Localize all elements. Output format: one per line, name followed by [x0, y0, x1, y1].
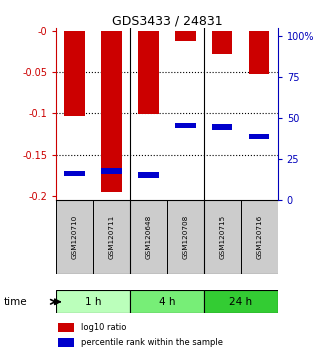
Text: 24 h: 24 h — [229, 297, 252, 307]
Bar — [56, 200, 93, 274]
Bar — [56, 290, 130, 313]
Bar — [138, 172, 159, 178]
Text: log10 ratio: log10 ratio — [81, 323, 126, 332]
Title: GDS3433 / 24831: GDS3433 / 24831 — [112, 14, 222, 27]
Bar — [204, 200, 241, 274]
Bar — [58, 323, 74, 332]
Bar — [212, 124, 232, 130]
Text: GSM120716: GSM120716 — [256, 215, 262, 259]
Bar — [249, 134, 269, 139]
Text: 4 h: 4 h — [159, 297, 175, 307]
Bar — [204, 290, 278, 313]
Text: time: time — [3, 297, 27, 307]
Bar — [65, 171, 85, 176]
Bar — [249, 31, 269, 74]
Bar — [167, 200, 204, 274]
Text: GSM120648: GSM120648 — [145, 215, 152, 259]
Bar — [65, 31, 85, 116]
Text: GSM120711: GSM120711 — [108, 215, 115, 259]
Bar — [138, 31, 159, 114]
Text: 1 h: 1 h — [85, 297, 101, 307]
Bar — [130, 200, 167, 274]
Bar — [93, 200, 130, 274]
Bar — [130, 290, 204, 313]
Text: GSM120708: GSM120708 — [182, 215, 188, 259]
Bar — [101, 168, 122, 174]
Bar — [241, 200, 278, 274]
Text: percentile rank within the sample: percentile rank within the sample — [81, 338, 222, 347]
Bar — [175, 123, 195, 129]
Bar — [212, 31, 232, 54]
Bar — [101, 31, 122, 192]
Text: GSM120715: GSM120715 — [219, 215, 225, 259]
Bar — [58, 338, 74, 347]
Text: GSM120710: GSM120710 — [72, 215, 78, 259]
Bar — [175, 31, 195, 41]
